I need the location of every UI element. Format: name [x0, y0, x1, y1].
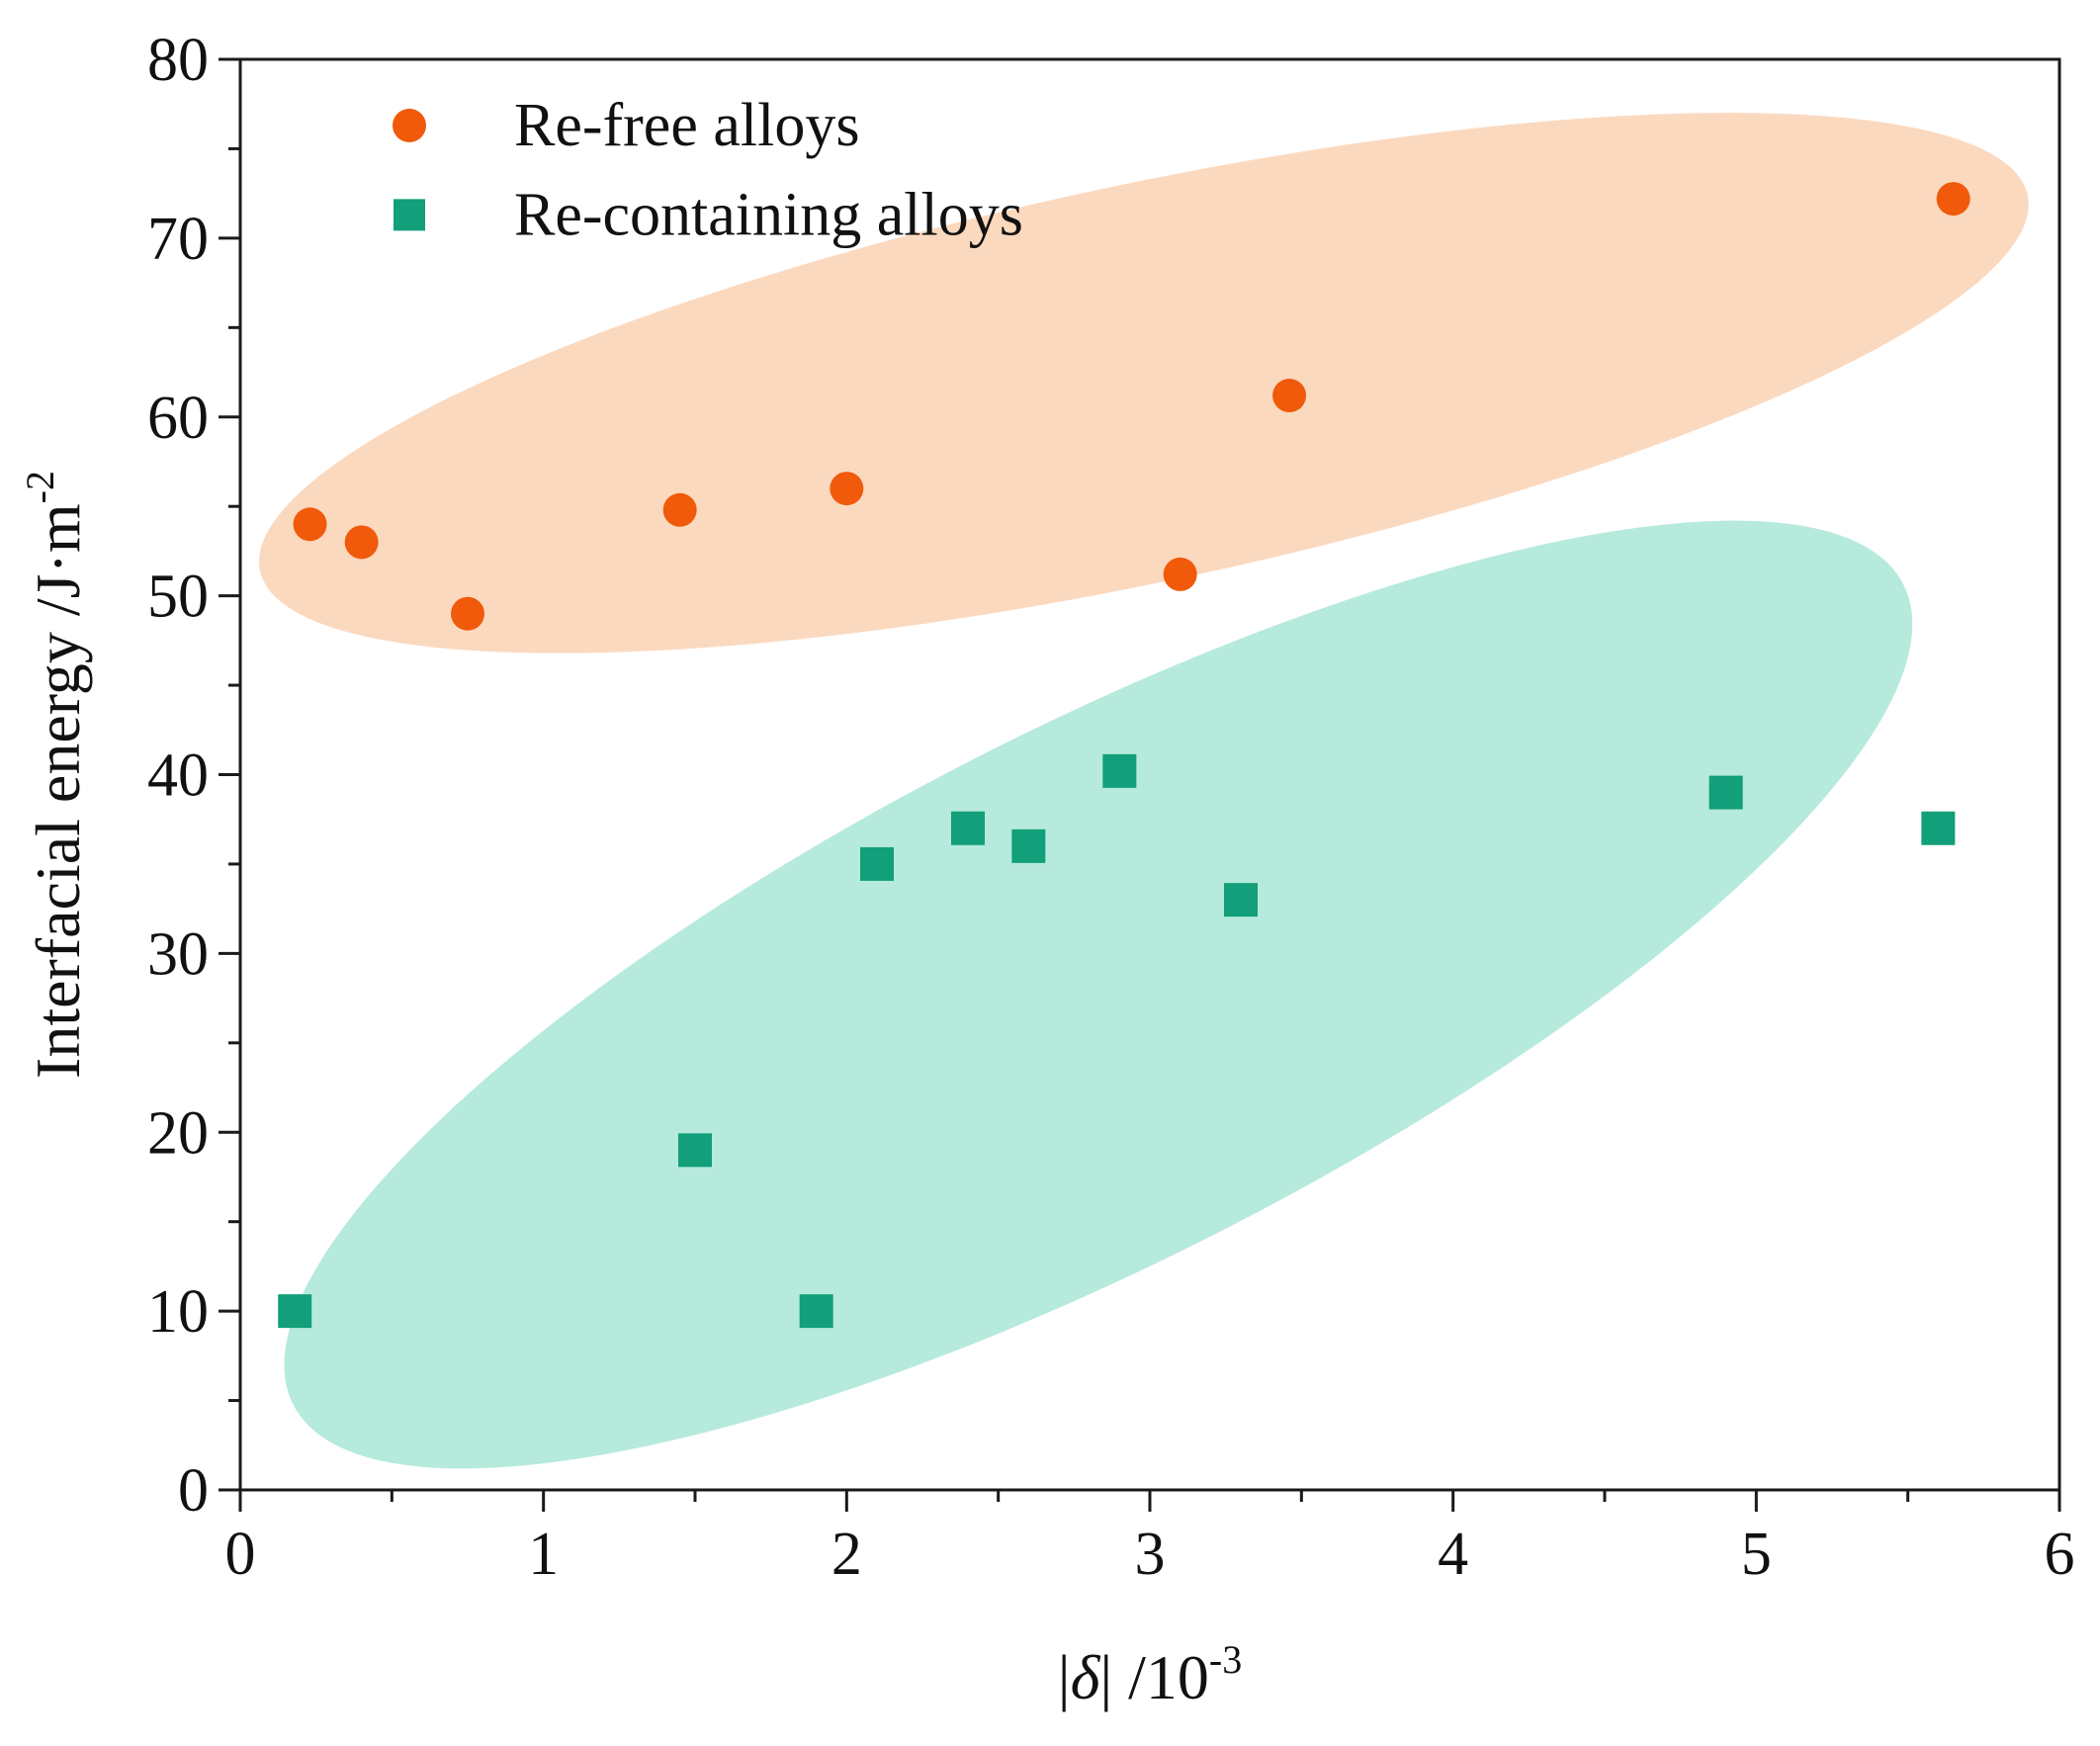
point-re-containing — [1921, 811, 1956, 845]
x-axis-title: |δ| /10-3 — [1058, 1637, 1242, 1712]
x-tick-label: 1 — [528, 1521, 559, 1588]
point-re-containing — [860, 846, 894, 881]
region-re-containing — [284, 520, 1913, 1469]
y-axis-title-main: Interfacial energy /J·m — [23, 503, 93, 1079]
point-re-free — [344, 525, 379, 560]
y-tick-label: 80 — [147, 27, 209, 94]
point-re-free — [1936, 182, 1970, 217]
region-re-free — [258, 113, 2029, 654]
legend-label-re-free: Re-free alloys — [514, 92, 859, 159]
shaded-regions — [258, 113, 2029, 1469]
point-re-free — [1272, 379, 1307, 413]
x-axis-title-main: | — [1058, 1642, 1071, 1712]
y-axis-title: Interfacial energy /J·m-2 — [18, 471, 93, 1079]
y-tick-label: 50 — [147, 564, 209, 631]
data-points — [278, 182, 1970, 1329]
x-axis-title-suffix: | /10 — [1099, 1642, 1209, 1712]
point-re-free — [662, 492, 697, 527]
x-tick-label: 2 — [831, 1521, 862, 1588]
x-tick-label: 5 — [1741, 1521, 1772, 1588]
x-axis-title-symbol: δ — [1071, 1642, 1101, 1712]
y-tick-label: 10 — [147, 1278, 209, 1346]
x-tick-label: 3 — [1135, 1521, 1166, 1588]
point-re-free — [451, 596, 484, 631]
point-re-free — [830, 472, 864, 506]
point-re-containing — [278, 1294, 312, 1329]
point-re-containing — [1708, 775, 1743, 810]
legend: Re-free alloys Re-containing alloys — [393, 92, 1023, 248]
y-tick-label: 60 — [147, 385, 209, 452]
y-axis-title-exponent: -2 — [18, 471, 62, 503]
point-re-containing — [1224, 883, 1258, 917]
point-re-free — [1163, 557, 1197, 591]
y-tick-label: 70 — [147, 206, 209, 273]
legend-marker-re-containing — [394, 199, 425, 231]
point-re-containing — [951, 811, 985, 845]
point-re-containing — [799, 1294, 833, 1329]
point-re-containing — [1102, 753, 1137, 788]
x-tick-label: 4 — [1438, 1521, 1468, 1588]
y-tick-label: 40 — [147, 742, 209, 810]
y-tick-label: 30 — [147, 920, 209, 988]
point-re-containing — [678, 1133, 712, 1168]
point-re-free — [293, 507, 327, 542]
y-tick-label: 0 — [178, 1457, 209, 1525]
x-axis-title-exponent: -3 — [1209, 1637, 1242, 1682]
x-tick-label: 0 — [225, 1521, 256, 1588]
point-re-containing — [1011, 829, 1046, 863]
y-tick-label: 20 — [147, 1099, 209, 1167]
legend-marker-re-free — [393, 108, 426, 142]
legend-label-re-containing: Re-containing alloys — [514, 181, 1023, 248]
x-tick-label: 6 — [2045, 1521, 2075, 1588]
